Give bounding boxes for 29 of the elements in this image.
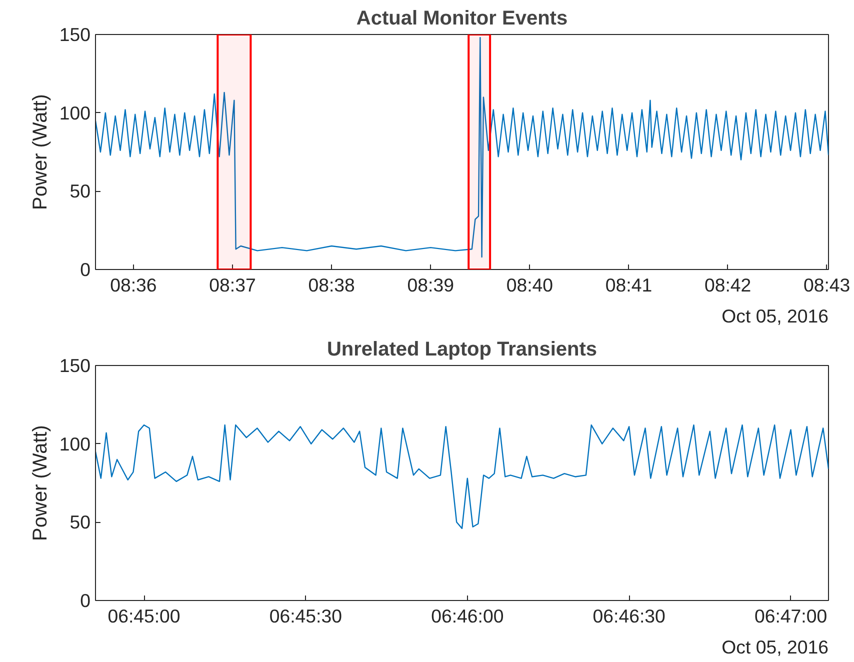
x-tick-label: 08:38 bbox=[308, 274, 355, 296]
x-tick-label: 06:46:00 bbox=[431, 606, 504, 626]
x-tick-label: 08:37 bbox=[209, 274, 256, 296]
y-tick-label: 150 bbox=[59, 355, 91, 376]
y-tick-label: 0 bbox=[80, 590, 91, 611]
chart-title: Actual Monitor Events bbox=[356, 8, 568, 30]
y-tick-label: 100 bbox=[59, 433, 91, 454]
x-tick-label: 08:42 bbox=[704, 274, 752, 296]
x-tick-label: 08:43 bbox=[804, 274, 850, 296]
x-tick-label: 06:45:30 bbox=[269, 606, 342, 626]
line-series bbox=[96, 424, 828, 530]
y-tick-label: 50 bbox=[70, 512, 91, 533]
y-axis-title: Power (Watt) bbox=[29, 425, 52, 541]
x-tick-label: 06:46:30 bbox=[592, 606, 666, 626]
x-tick-label: 08:36 bbox=[110, 274, 157, 296]
x-tick-label: 08:40 bbox=[506, 274, 554, 296]
y-tick-label: 100 bbox=[59, 102, 91, 124]
x-tick-label: 06:45:00 bbox=[108, 606, 180, 626]
y-axis-title: Power (Watt) bbox=[29, 94, 52, 210]
x-tick-label: 08:39 bbox=[407, 274, 454, 296]
chart-title: Unrelated Laptop Transients bbox=[326, 338, 598, 360]
text: Oct 05, 2016 bbox=[722, 636, 828, 658]
y-tick-label: 150 bbox=[59, 24, 91, 45]
x-tick-label: 08:41 bbox=[605, 274, 652, 296]
text: Oct 05, 2016 bbox=[722, 306, 828, 326]
y-tick-label: 50 bbox=[70, 180, 91, 202]
y-tick-label: 0 bbox=[80, 259, 91, 280]
line-series bbox=[96, 37, 828, 258]
x-tick-label: 06:47:00 bbox=[754, 606, 828, 626]
